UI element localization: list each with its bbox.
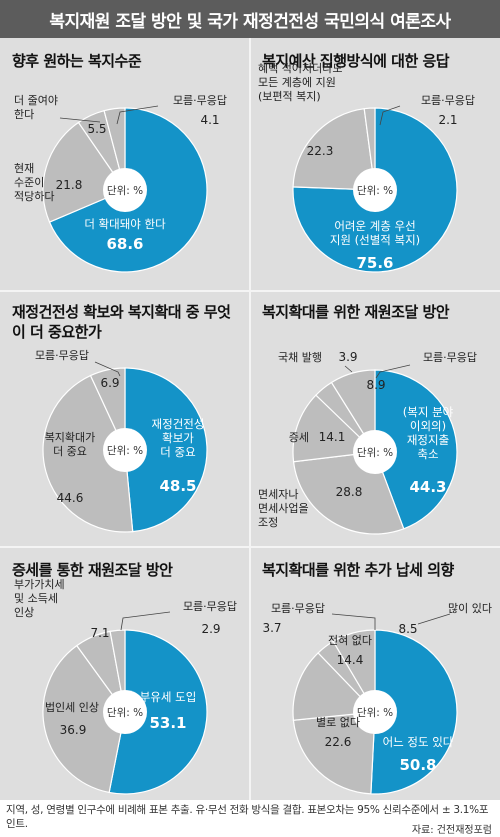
pie2-center [353,168,397,212]
pie6-value-1: 50.8 [399,756,436,774]
chart-title-5: 증세를 통한 재원조달 방안 [12,561,173,579]
pie1-leader-4 [116,105,159,125]
pie3-value-3: 6.9 [100,376,119,390]
pie2-value-2: 22.3 [307,144,334,158]
pie4-label-3: 증세 [289,431,309,444]
source-credit: 자료: 건전재정포럼 [411,825,492,836]
pie2-unit-label: 단위: % [357,184,393,197]
pie3-label-3: 모름·무응답 [35,349,89,362]
pie4-label-1: (복지 분야 이외의) 재정지출 축소 [403,405,454,461]
pie4-leader-4 [344,365,353,373]
pie5-label-2: 법인세 인상 [45,701,99,714]
chart-title-4: 복지확대를 위한 재원조달 방안 [262,303,450,321]
pie1-value-2: 21.8 [56,178,83,192]
pie6-label-2: 별로 없다 [316,716,360,729]
pie1-leader-3 [59,117,101,123]
pie4-slice-1 [374,369,458,530]
pie3-value-2: 44.6 [57,491,84,505]
pie2-slice-2 [292,108,376,191]
chart-title-6: 복지확대를 위한 추가 납세 의향 [262,561,454,579]
pie1-value-1: 68.6 [106,235,143,253]
survey-note: 지역, 성, 연령별 인구수에 비례해 표본 추출. 유·무선 전화 방식을 결… [6,804,489,830]
pie3-slice-2 [42,374,134,533]
pie4-label-2: 면세자나 면세사업을 조정 [258,488,309,529]
pie4-value-4: 3.9 [338,350,357,364]
pie6-leader-5 [417,613,451,625]
pie2-label-2: 혜택 적어지더라도 모든 계층에 지원 (보편적 복지) [258,62,342,103]
pie6-label-4: 모름·무응답 [271,602,325,615]
pie3-leader-3 [94,361,121,377]
pie3-slice-1 [124,367,208,533]
pie2-leader-3 [379,105,401,126]
pie5-slice-2 [42,644,126,794]
chart-title-1: 향후 원하는 복지수준 [12,52,142,70]
row-divider-2 [0,546,500,548]
pie3-center [103,428,147,472]
pie6-slice-1 [370,629,458,795]
pie1-label-2: 현재 수준이 적당하다 [14,162,54,203]
pie3-value-1: 48.5 [159,477,196,495]
pie3-label-1: 재정건전성 확보가 더 중요 [152,417,205,459]
pie6-unit-label: 단위: % [357,706,393,719]
pie6-center [353,690,397,734]
pie1-value-3: 5.5 [87,122,106,136]
pie5-leader-4 [120,611,171,631]
pie1-label-4: 모름·무응답 [173,94,227,107]
pie4-label-4: 국채 발행 [278,351,322,364]
pie5-unit-label: 단위: % [107,706,143,719]
pie1-label-3: 더 줄여야 한다 [14,94,58,121]
pie4-leader-5 [375,364,411,379]
pie2-label-3: 모름·무응답 [421,94,475,107]
pie5-value-2: 36.9 [60,723,87,737]
pie6-value-3: 14.4 [337,653,364,667]
pie2-value-3: 2.1 [438,113,457,127]
pie2-label-1: 어려운 계층 우선 지원 (선별적 복지) [330,219,420,247]
pie5-label-4: 모름·무응답 [183,600,237,613]
pie5-value-3: 7.1 [90,626,109,640]
pie2-value-1: 75.6 [356,254,393,272]
pie6-label-3: 전혀 없다 [328,634,372,647]
pie6-leader-4 [331,613,376,630]
pie3-label-2: 복지확대가 더 중요 [45,431,96,458]
page-title: 복지재원 조달 방안 및 국가 재정건전성 국민의식 여론조사 [0,0,500,38]
pie1-value-4: 4.1 [200,113,219,127]
pie4-value-1: 44.3 [409,478,446,496]
pie4-unit-label: 단위: % [357,446,393,459]
pie6-value-4: 3.7 [262,621,281,635]
pie6-label-1: 어느 정도 있다 [383,735,454,749]
pie5-value-4: 2.9 [201,622,220,636]
pie5-label-3: 부가가치세 및 소득세 인상 [14,578,65,619]
pie4-value-5: 8.9 [366,378,385,392]
pie4-center [353,430,397,474]
pie6-slice-3 [292,652,377,721]
pie4-value-2: 28.8 [336,485,363,499]
chart-title-2: 복지예산 집행방식에 대한 응답 [262,52,450,70]
pie6-value-5: 8.5 [398,622,417,636]
chart-title-3: 재정건전성 확보와 복지확대 중 무엇이 더 중요한가 [12,303,231,341]
pie6-slice-2 [292,711,376,795]
pie4-value-3: 14.1 [319,430,346,444]
pie5-label-1: 부유세 도입 [140,690,197,704]
pie1-label-1: 더 확대돼야 한다 [84,217,166,231]
pie6-label-5: 많이 있다 [448,602,492,615]
pie1-unit-label: 단위: % [107,184,143,197]
pie5-value-1: 53.1 [149,714,186,732]
pie3-unit-label: 단위: % [107,444,143,457]
row-divider-1 [0,290,500,292]
pie5-center [103,690,147,734]
pie5-slice-1 [108,629,208,795]
pie6-value-2: 22.6 [325,735,352,749]
pie1-center [103,168,147,212]
pie4-label-5: 모름·무응답 [423,351,477,364]
pie4-slice-5 [330,369,376,455]
column-divider [249,38,251,800]
pie3-slice-3 [89,367,126,451]
